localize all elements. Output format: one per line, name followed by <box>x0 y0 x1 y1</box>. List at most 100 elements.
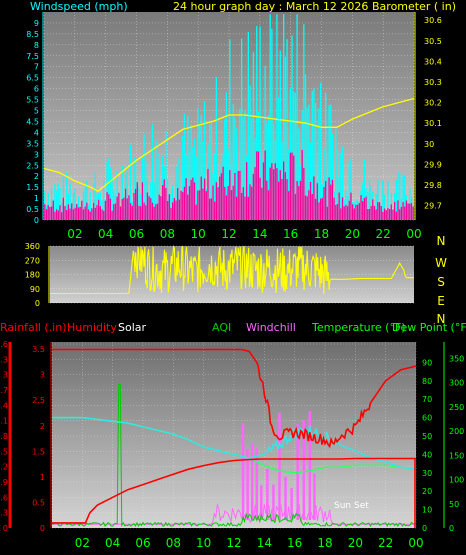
aqi-label: AQI <box>212 321 231 334</box>
rainfall-tick-label: 0.3 <box>0 509 8 518</box>
temperature-x-tick-label: 12 <box>226 536 241 550</box>
temperature-panel-axes: 0 0.3 0.6 0.9 1.2 1.5 1.8 2.1 2.4 2.7 3 3.3 3.6 0 0.5 1… <box>0 340 464 533</box>
rain-inner-tick-label: 1 <box>40 473 45 482</box>
dewpoint-label: Dew Point (°F) <box>392 321 466 334</box>
rainfall-line <box>52 457 416 524</box>
wind-tick-label: 9 <box>34 19 39 28</box>
temperature-tick-label: 80 <box>422 377 432 386</box>
wind-x-tick-label: 08 <box>160 227 175 241</box>
solar-tick-label: 300 <box>449 379 464 388</box>
graph-title: 24 hour graph day : March 12 2026 <box>173 0 368 13</box>
wind-tick-label: 0 <box>34 216 39 225</box>
wind-tick-label: 6 <box>34 85 39 94</box>
rainfall-tick-label: 1.2 <box>0 463 8 472</box>
wind-tick-label: 1.5 <box>26 183 39 192</box>
temperature-tick-label: 50 <box>422 432 432 441</box>
wind-panel-marks <box>43 14 415 220</box>
wind-tick-label: 8.5 <box>26 30 39 39</box>
temperature-x-tick-label: 02 <box>75 536 90 550</box>
temperature-panel-marks <box>51 348 417 528</box>
direction-tick-label: 180 <box>25 271 40 280</box>
temperature-tick-label: 10 <box>422 506 432 515</box>
solar-tick-label: 0 <box>449 524 454 533</box>
temperature-x-tick-label: 06 <box>135 536 150 550</box>
baro-tick-label: 30.2 <box>424 99 442 108</box>
baro-tick-label: 30.4 <box>424 57 442 66</box>
wind-tick-label: 6.5 <box>26 74 39 83</box>
temperature-x-tick-label: 20 <box>348 536 363 550</box>
temperature-x-tick-label: 08 <box>166 536 181 550</box>
wind-axis-title: Windspeed (mph) <box>30 0 128 13</box>
wind-tick-label: 4.5 <box>26 117 39 126</box>
solar-tick-label: 350 <box>449 355 464 364</box>
rainfall-tick-label: 0.6 <box>0 493 8 502</box>
compass-label: N <box>437 234 446 248</box>
baro-tick-label: 30 <box>424 140 434 149</box>
rain-inner-tick-label: 0 <box>40 524 45 533</box>
baro-tick-label: 29.7 <box>424 202 442 211</box>
rainfall-tick-label: 0.9 <box>0 478 8 487</box>
humidity-label: Humidity <box>67 321 117 334</box>
solar-tick-label: 200 <box>449 427 464 436</box>
baro-tick-label: 30.1 <box>424 119 442 128</box>
direction-tick-label: 270 <box>25 256 40 265</box>
wind-tick-label: 2 <box>34 172 39 181</box>
compass-label: W <box>435 256 447 270</box>
temperature-x-tick-label: 18 <box>317 536 332 550</box>
temperature-x-labels: 02 04 06 08 10 12 14 16 18 20 22 00 <box>75 536 424 550</box>
barometer-axis-title: Barometer ( in) <box>372 0 456 13</box>
wind-x-tick-label: 04 <box>98 227 113 241</box>
rainfall-tick-label: 2.7 <box>0 386 8 395</box>
wind-tick-label: 5 <box>34 107 39 116</box>
rainfall-tick-label: 0 <box>3 524 8 533</box>
baro-tick-label: 30.3 <box>424 78 442 87</box>
compass-label: E <box>437 294 445 308</box>
wind-x-tick-label: 12 <box>221 227 236 241</box>
baro-tick-label: 30.6 <box>424 16 442 25</box>
direction-panel-marks <box>50 245 414 295</box>
wind-tick-label: 0.5 <box>26 205 39 214</box>
rain-inner-tick-label: 0.5 <box>32 498 45 507</box>
rainfall-label: Rainfall (.in) <box>0 321 67 334</box>
wind-x-tick-label: 14 <box>252 227 267 241</box>
rain-inner-tick-label: 3 <box>40 371 45 380</box>
wind-tick-label: 2.5 <box>26 161 39 170</box>
temperature-panel-grid <box>51 342 417 529</box>
temperature-label: Temperature (°F) <box>311 321 406 334</box>
wind-x-tick-label: 18 <box>314 227 329 241</box>
solar-tick-label: 50 <box>449 500 459 509</box>
solar-label: Solar <box>118 321 147 334</box>
rainfall-tick-label: 3 <box>3 371 8 380</box>
rain-inner-tick-label: 1.5 <box>32 447 45 456</box>
solar-tick-label: 100 <box>449 476 464 485</box>
wind-tick-label: 7.5 <box>26 52 39 61</box>
temperature-tick-label: 60 <box>422 414 432 423</box>
wind-tick-label: 8 <box>34 41 39 50</box>
rain-inner-tick-label: 2 <box>40 422 45 431</box>
wind-panel-axes: 0 0.5 1 1.5 2 2.5 3 3.5 4 4.55 5.5 6 6.5 7 7.5 8 8.5 9 29.… <box>26 12 442 225</box>
windchill-label: Windchill <box>246 321 296 334</box>
temperature-x-tick-label: 14 <box>257 536 272 550</box>
barometer-line <box>43 97 415 192</box>
baro-tick-label: 29.9 <box>424 160 442 169</box>
temperature-x-tick-label: 16 <box>287 536 302 550</box>
aqi-line <box>51 384 417 528</box>
wind-x-tick-label: 00 <box>406 227 421 241</box>
compass-label: N <box>437 312 446 326</box>
compass-label: S <box>437 275 445 289</box>
wind-direction-line <box>50 245 414 295</box>
wind-x-tick-label: 22 <box>376 227 391 241</box>
temperature-x-tick-label: 22 <box>378 536 393 550</box>
direction-tick-label: 90 <box>30 285 40 294</box>
wind-x-tick-label: 16 <box>283 227 298 241</box>
rain-inner-tick-label: 2.5 <box>32 396 45 405</box>
wind-x-labels: 02 04 06 08 10 12 14 16 18 20 22 00 <box>67 227 421 241</box>
temperature-tick-label: 40 <box>422 450 432 459</box>
direction-tick-label: 0 <box>35 299 40 308</box>
wind-tick-label: 7 <box>34 63 39 72</box>
baro-tick-label: 30.5 <box>424 37 442 46</box>
temperature-tick-label: 0 <box>422 524 427 533</box>
wind-tick-label: 4 <box>34 128 39 137</box>
